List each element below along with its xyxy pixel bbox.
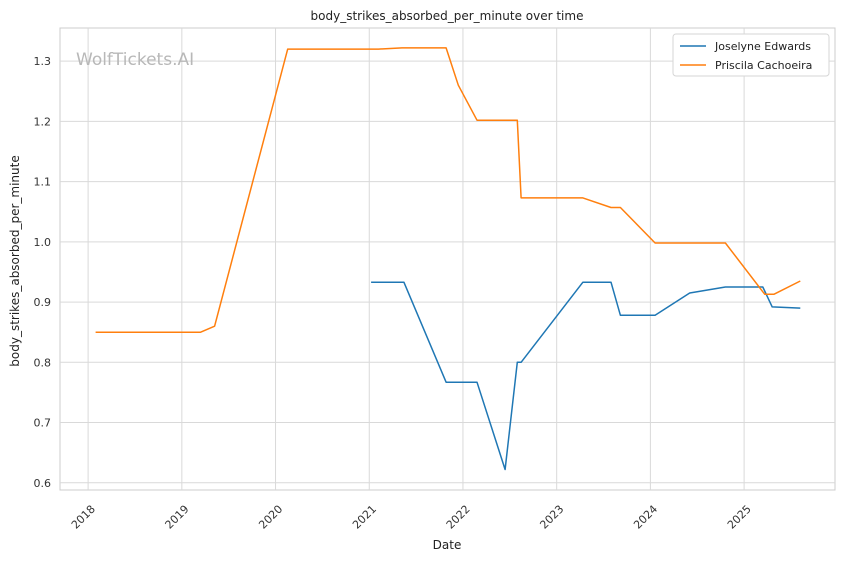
series-line-0 — [371, 281, 801, 471]
legend-entry-label: Priscila Cachoeira — [715, 59, 812, 72]
legend: Joselyne Edwards Priscila Cachoeira — [672, 33, 830, 77]
series-layer — [95, 47, 801, 471]
y-tick-label: 0.7 — [34, 417, 52, 430]
chart-title: body_strikes_absorbed_per_minute over ti… — [311, 9, 584, 23]
y-tick-label: 1.3 — [34, 55, 52, 68]
plot-area — [59, 27, 836, 491]
x-axis-label: Date — [433, 538, 462, 552]
y-tick-label: 0.6 — [34, 477, 52, 490]
y-tick-label: 1.2 — [34, 115, 52, 128]
y-axis-label: body_strikes_absorbed_per_minute — [8, 155, 22, 366]
legend-entry-label: Joselyne Edwards — [714, 40, 811, 53]
series-line-1 — [95, 47, 801, 333]
y-axis-ticks: 0.6 0.7 0.8 0.9 1.0 1.1 1.2 1.3 — [34, 55, 52, 490]
y-tick-label: 1.0 — [34, 236, 52, 249]
watermark: WolfTickets.AI — [76, 50, 194, 70]
y-tick-label: 1.1 — [34, 176, 52, 189]
y-tick-label: 0.9 — [34, 296, 52, 309]
grid-lines — [60, 28, 835, 490]
legend-box — [672, 33, 830, 77]
y-tick-label: 0.8 — [34, 356, 52, 369]
